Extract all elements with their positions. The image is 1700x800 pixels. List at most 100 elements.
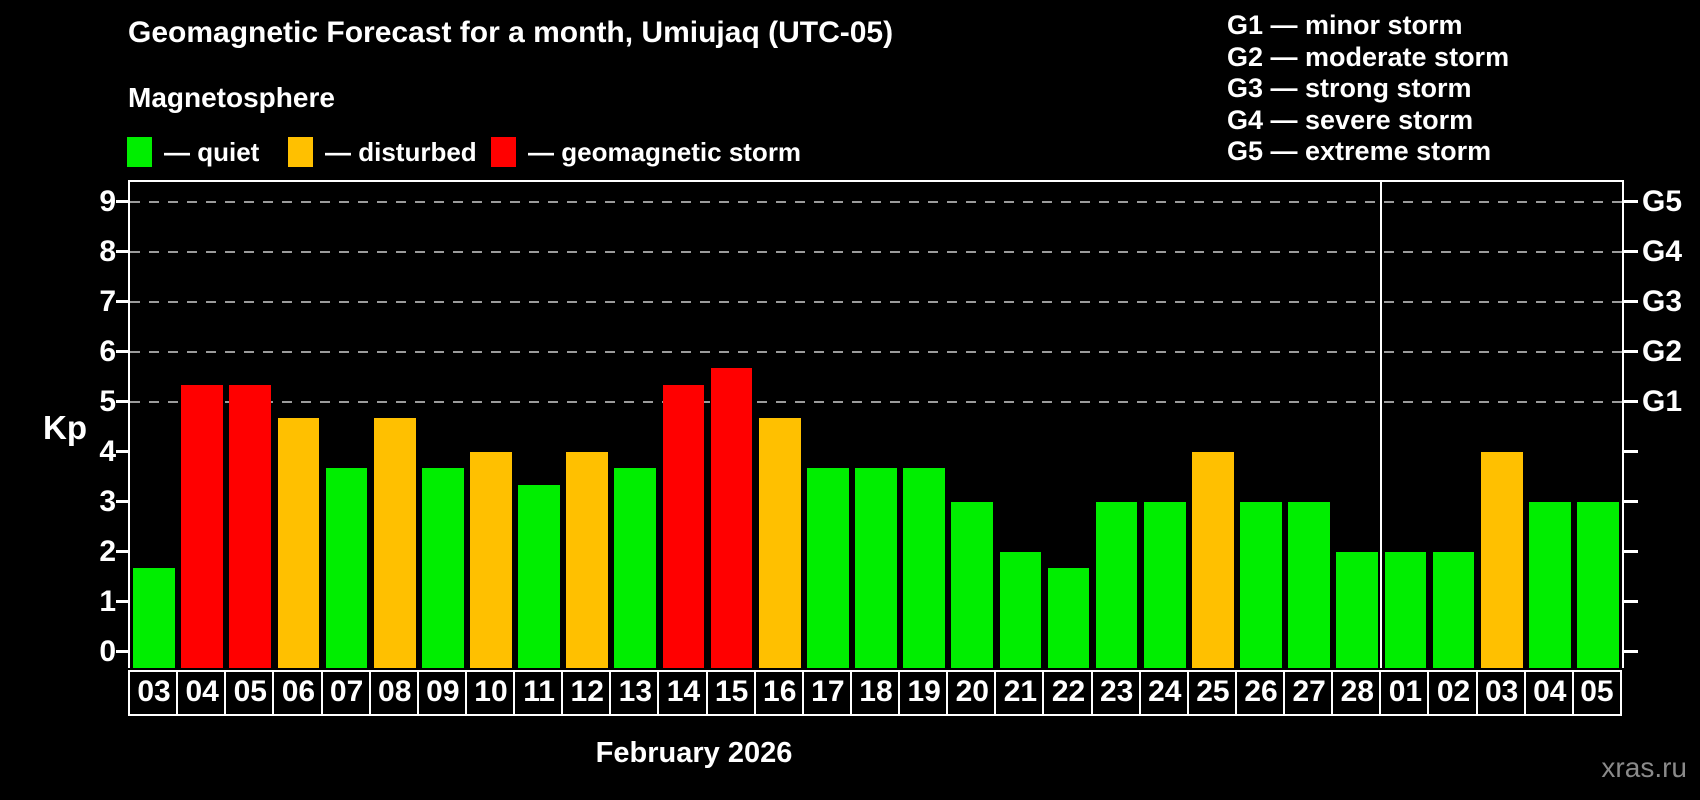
day-label-feb-13: 13 <box>609 670 660 716</box>
left-axis-tick <box>116 350 128 354</box>
y-tick-label-1: 1 <box>99 584 116 618</box>
kp-bar-day-05 <box>1577 501 1619 668</box>
y-tick-label-5: 5 <box>99 384 116 418</box>
y-tick-label-7: 7 <box>99 284 116 318</box>
left-axis-tick <box>116 300 128 304</box>
gridline-kp6 <box>130 350 1622 353</box>
y-tick-label-6: 6 <box>99 334 116 368</box>
legend-item-storm: — geomagnetic storm <box>491 137 801 167</box>
left-axis-tick <box>116 500 128 504</box>
day-label-mar-01: 01 <box>1379 670 1430 716</box>
day-label-feb-09: 09 <box>416 670 467 716</box>
day-label-feb-23: 23 <box>1090 670 1141 716</box>
day-label-mar-05: 05 <box>1571 670 1622 716</box>
day-label-feb-14: 14 <box>657 670 708 716</box>
day-label-feb-16: 16 <box>753 670 804 716</box>
kp-bar-day-02 <box>1432 551 1475 668</box>
right-axis-tick <box>1624 550 1638 554</box>
right-axis-tick <box>1624 600 1638 604</box>
day-label-feb-28: 28 <box>1331 670 1382 716</box>
kp-bar-day-15 <box>710 368 753 668</box>
left-axis-tick <box>116 200 128 204</box>
g-level-label-G2: G2 <box>1642 334 1683 368</box>
left-axis-tick <box>116 400 128 404</box>
right-axis-tick <box>1624 650 1638 654</box>
kp-bar-day-09 <box>421 468 464 668</box>
kp-bar-day-25 <box>1192 451 1234 668</box>
day-label-feb-03: 03 <box>128 670 179 716</box>
g-level-label-G1: G1 <box>1642 384 1683 418</box>
g-legend-line: G1 — minor storm <box>1227 10 1463 40</box>
g-legend-line: G3 — strong storm <box>1227 73 1472 103</box>
day-label-row: 03 04 05 06 07 08 09 10 11 12 13 14 15 16 17 18 19 20 21 22… <box>128 670 1626 716</box>
g-level-label-G4: G4 <box>1642 234 1683 268</box>
legend-label-disturbed: — disturbed <box>325 136 477 167</box>
day-label-feb-18: 18 <box>849 670 901 716</box>
right-axis-tick <box>1624 450 1638 454</box>
kp-axis-label: Kp <box>43 409 87 446</box>
legend-label-quiet: — quiet <box>164 136 260 167</box>
g-level-label-G5: G5 <box>1642 184 1683 218</box>
day-label-feb-21: 21 <box>994 670 1045 716</box>
kp-bar-day-01 <box>1384 551 1427 668</box>
kp-bar-day-10 <box>470 451 512 668</box>
kp-bar-day-17 <box>807 468 849 668</box>
kp-bar-day-24 <box>1143 501 1186 668</box>
day-label-feb-22: 22 <box>1042 670 1093 716</box>
right-axis-tick <box>1624 500 1638 504</box>
left-axis-tick <box>116 550 128 554</box>
day-label-feb-06: 06 <box>272 670 323 716</box>
kp-bar-day-04 <box>1528 501 1571 668</box>
kp-bar-day-06 <box>277 418 320 668</box>
gridline-kp7 <box>130 300 1622 303</box>
kp-bar-day-22 <box>1047 568 1090 668</box>
kp-bar-day-26 <box>1240 501 1282 668</box>
left-axis-tick <box>116 250 128 254</box>
day-label-feb-07: 07 <box>320 670 371 716</box>
day-label-feb-10: 10 <box>464 670 516 716</box>
day-label-feb-15: 15 <box>705 670 756 716</box>
day-label-mar-02: 02 <box>1427 670 1478 716</box>
disturbed-color-swatch <box>288 137 313 167</box>
kp-bar-day-23 <box>1095 501 1138 668</box>
y-tick-label-8: 8 <box>99 234 116 268</box>
magnetosphere-subtitle: Magnetosphere <box>128 82 335 113</box>
day-label-feb-24: 24 <box>1138 670 1189 716</box>
day-label-feb-20: 20 <box>946 670 997 716</box>
g-scale-legend: G1 — minor storm G2 — moderate storm G3 — … <box>1227 10 1509 168</box>
g-level-label-G3: G3 <box>1642 284 1683 318</box>
right-axis-tick <box>1624 400 1638 404</box>
day-label-feb-27: 27 <box>1283 670 1334 716</box>
legend-item-quiet: — quiet <box>127 137 259 167</box>
kp-bar-day-03 <box>133 568 175 668</box>
day-label-feb-19: 19 <box>898 670 949 716</box>
day-label-mar-03: 03 <box>1475 670 1526 716</box>
gridline-kp9 <box>130 200 1622 203</box>
right-axis-tick <box>1624 200 1638 204</box>
day-label-feb-05: 05 <box>224 670 275 716</box>
g-legend-line: G2 — moderate storm <box>1227 41 1510 72</box>
legend-label-storm: — geomagnetic storm <box>528 136 802 167</box>
kp-bar-day-21 <box>999 551 1042 668</box>
gridline-kp5 <box>130 400 1622 403</box>
left-axis-tick <box>116 650 128 654</box>
day-label-feb-26: 26 <box>1234 670 1286 716</box>
y-tick-label-2: 2 <box>99 534 116 568</box>
storm-color-swatch <box>491 137 516 167</box>
y-tick-label-3: 3 <box>99 484 116 518</box>
month-separator-line <box>1380 182 1383 668</box>
g-legend-line: G5 — extreme storm <box>1227 136 1492 166</box>
kp-bar-day-13 <box>614 468 657 668</box>
chart-plot-area <box>128 180 1624 668</box>
y-tick-label-0: 0 <box>99 634 116 668</box>
day-label-feb-04: 04 <box>176 670 227 716</box>
kp-bar-day-11 <box>518 485 560 668</box>
x-axis-month-label: February 2026 <box>595 737 793 769</box>
right-axis-tick <box>1624 250 1638 254</box>
kp-bar-day-16 <box>758 418 801 668</box>
page-title: Geomagnetic Forecast for a month, Umiuja… <box>128 16 894 49</box>
left-axis-tick <box>116 600 128 604</box>
right-axis-tick <box>1624 300 1638 304</box>
kp-bar-day-20 <box>951 501 994 668</box>
